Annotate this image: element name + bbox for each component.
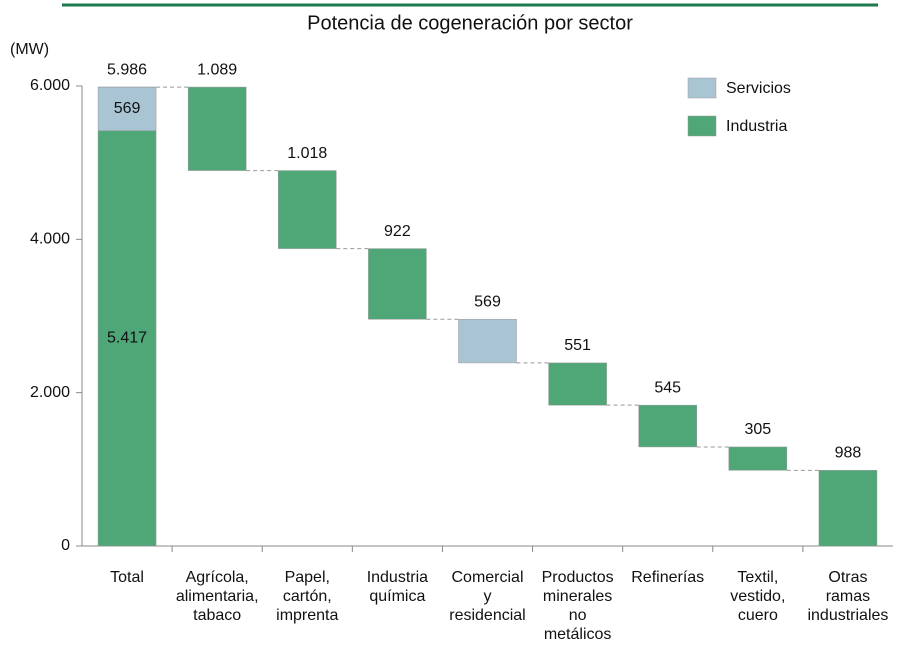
- x-tick-label: minerales: [543, 588, 612, 605]
- value-label: 5.417: [107, 330, 147, 347]
- x-tick-label: ramas: [826, 588, 870, 605]
- bar-segment: [97, 86, 157, 131]
- bar: [187, 86, 247, 171]
- x-tick-label: Total: [110, 569, 144, 586]
- value-label: 922: [384, 223, 411, 240]
- x-tick-label: y: [484, 588, 492, 605]
- y-tick-label: 4.000: [30, 231, 70, 248]
- total-label: 5.986: [107, 61, 147, 78]
- x-tick-label: vestido,: [730, 588, 785, 605]
- bar: [458, 319, 517, 364]
- x-tick-label: cuero: [738, 607, 778, 624]
- x-tick-label: Otras: [828, 569, 867, 586]
- x-tick-label: Comercial: [451, 569, 523, 586]
- y-tick-label: 6.000: [30, 77, 70, 94]
- x-tick-label: imprenta: [276, 607, 338, 624]
- bar: [278, 170, 337, 249]
- bar: [638, 404, 697, 448]
- legend-label: Industria: [726, 118, 787, 135]
- x-tick-label: Industria: [367, 569, 428, 586]
- legend-label: Servicios: [726, 80, 791, 97]
- value-label: 545: [654, 379, 681, 396]
- value-label: 551: [564, 337, 591, 354]
- value-label: 569: [474, 294, 501, 311]
- value-label: 1.018: [287, 145, 327, 162]
- bar: [548, 362, 607, 406]
- x-tick-label: cartón,: [283, 588, 332, 605]
- x-tick-label: no: [569, 607, 587, 624]
- y-tick-label: 2.000: [30, 384, 70, 401]
- bar: [818, 470, 878, 547]
- x-tick-label: industriales: [807, 607, 888, 624]
- x-tick-label: Papel,: [285, 569, 330, 586]
- y-axis-label: (MW): [10, 41, 49, 58]
- x-tick-label: tabaco: [193, 607, 241, 624]
- x-tick-label: residencial: [449, 607, 525, 624]
- x-tick-label: alimentaria,: [176, 588, 259, 605]
- chart-title: Potencia de cogeneración por sector: [307, 12, 633, 34]
- value-label: 305: [744, 421, 771, 438]
- legend-swatch: [687, 77, 717, 99]
- value-label: 569: [114, 100, 141, 117]
- x-tick-label: Agrícola,: [186, 569, 249, 586]
- x-tick-label: Productos: [542, 569, 614, 586]
- legend-swatch: [687, 115, 717, 137]
- x-tick-label: química: [369, 588, 425, 605]
- x-tick-label: Textil,: [737, 569, 778, 586]
- bar: [368, 248, 427, 320]
- bar: [728, 446, 788, 471]
- value-label: 1.089: [197, 61, 237, 78]
- bar-segment: [97, 130, 157, 547]
- x-tick-label: Refinerías: [631, 569, 704, 586]
- x-tick-label: metálicos: [544, 626, 612, 643]
- y-tick-label: 0: [61, 537, 70, 554]
- value-label: 988: [835, 445, 862, 462]
